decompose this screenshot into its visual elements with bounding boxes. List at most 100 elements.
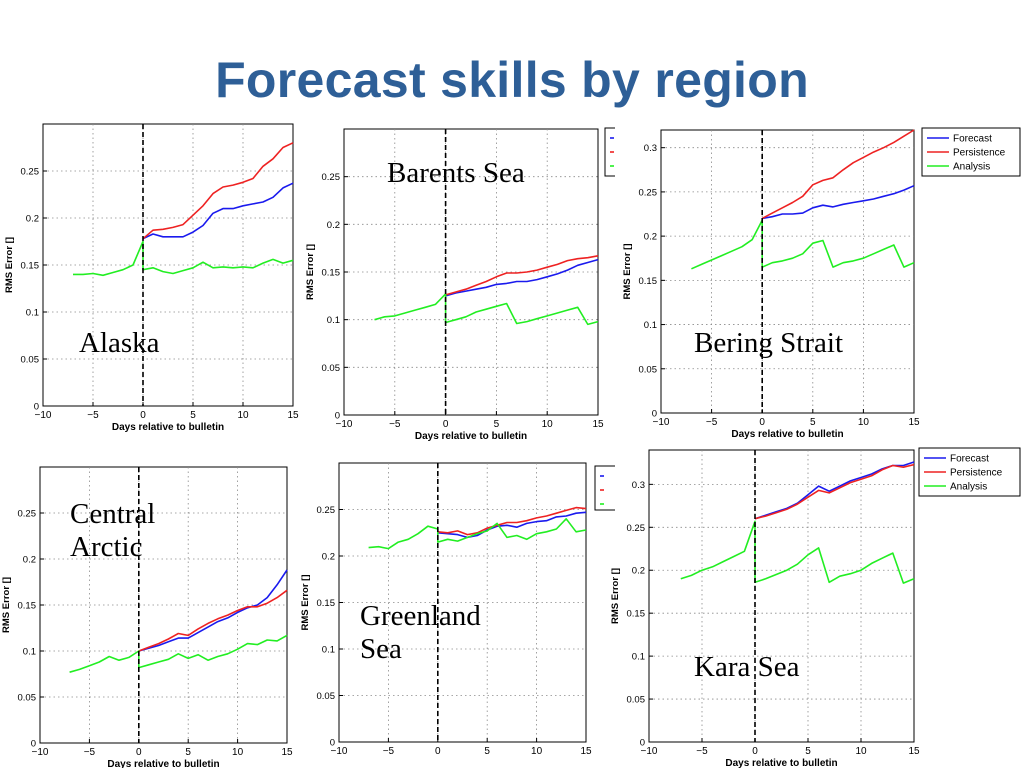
cropped-legend-box bbox=[594, 465, 615, 511]
plot-frame bbox=[648, 449, 915, 743]
x-tick-label: 15 bbox=[908, 417, 920, 428]
y-tick-label: 0 bbox=[34, 402, 39, 413]
y-tick-label: 0.05 bbox=[322, 363, 341, 374]
y-tick-label: 0.15 bbox=[18, 601, 37, 612]
y-tick-label: 0 bbox=[335, 411, 340, 422]
y-tick-label: 0.2 bbox=[23, 555, 36, 566]
y-axis-label: RMS Error [] bbox=[1, 577, 12, 633]
y-tick-label: 0.05 bbox=[21, 355, 40, 366]
y-tick-label: 0.15 bbox=[21, 261, 40, 272]
series-line-analysis bbox=[69, 634, 288, 673]
x-tick-label: 0 bbox=[759, 417, 765, 428]
legend-label-analysis: Analysis bbox=[953, 162, 990, 173]
region-label-line: Greenland bbox=[360, 600, 481, 632]
series-line-forecast bbox=[437, 511, 587, 539]
x-tick-label: −10 bbox=[32, 747, 49, 758]
region-label-line: Bering Strait bbox=[694, 327, 844, 359]
y-tick-label: 0.15 bbox=[627, 609, 646, 620]
x-tick-label: 0 bbox=[140, 410, 146, 421]
region-label-kara-sea: Kara Sea bbox=[694, 651, 799, 684]
x-tick-label: −10 bbox=[35, 410, 52, 421]
y-axis-label: RMS Error [] bbox=[4, 237, 15, 293]
y-tick-label: 0.2 bbox=[644, 232, 657, 243]
x-tick-label: −5 bbox=[383, 746, 395, 756]
y-tick-label: 0.15 bbox=[317, 598, 336, 609]
y-tick-label: 0.2 bbox=[327, 220, 340, 231]
chart-panel-kara-sea: −10 −5 0 5 10 15 0 0.05 0.1 0.15 0.2 0.25 0.3 Days re… bbox=[606, 444, 1024, 768]
x-tick-label: −5 bbox=[706, 417, 718, 428]
x-tick-label: 0 bbox=[136, 747, 142, 758]
y-tick-label: 0.15 bbox=[639, 276, 658, 287]
region-label-bering-strait: Bering Strait bbox=[694, 327, 843, 360]
series-line-persistence bbox=[445, 255, 599, 296]
plot-frame bbox=[660, 129, 915, 414]
series-line-forecast bbox=[445, 258, 599, 297]
y-tick-label: 0.2 bbox=[322, 552, 335, 563]
series-line-analysis bbox=[73, 240, 294, 277]
chart-legend: Forecast Persistence Analysis bbox=[921, 127, 1021, 177]
y-tick-label: 0.15 bbox=[322, 268, 341, 279]
x-tick-label: 10 bbox=[237, 410, 249, 421]
x-axis-label: Days relative to bulletin bbox=[107, 759, 219, 768]
series-line-analysis bbox=[368, 518, 587, 550]
x-tick-label: −10 bbox=[331, 746, 348, 756]
y-tick-label: 0.05 bbox=[639, 364, 658, 375]
region-label-central-arctic: Central Arctic bbox=[70, 498, 155, 564]
x-tick-label: −5 bbox=[87, 410, 99, 421]
y-tick-label: 0.1 bbox=[644, 320, 657, 331]
series-line-persistence bbox=[142, 142, 294, 240]
y-axis-label: RMS Error [] bbox=[610, 568, 621, 624]
x-axis-label: Days relative to bulletin bbox=[112, 422, 224, 433]
x-tick-label: 5 bbox=[484, 746, 490, 756]
x-tick-label: 5 bbox=[810, 417, 816, 428]
x-axis-label: Days relative to bulletin bbox=[725, 758, 837, 768]
x-tick-label: 0 bbox=[435, 746, 441, 756]
legend-label-forecast: Forecast bbox=[950, 454, 989, 465]
y-tick-label: 0.3 bbox=[644, 143, 657, 154]
y-tick-label: 0.1 bbox=[23, 647, 36, 658]
x-tick-label: 10 bbox=[542, 419, 554, 430]
y-tick-label: 0 bbox=[652, 409, 657, 420]
x-tick-label: −10 bbox=[653, 417, 670, 428]
y-tick-label: 0 bbox=[640, 738, 645, 749]
chart-panel-bering-strait: −10 −5 0 5 10 15 0 0.05 0.1 0.15 0.2 0.25 0.3 Days re… bbox=[620, 124, 1024, 440]
x-tick-label: 10 bbox=[855, 746, 867, 757]
x-axis-label: Days relative to bulletin bbox=[731, 429, 843, 440]
chart-panel-alaska: −10 −5 0 5 10 15 0 0.05 0.1 0.15 0.2 0.25 Days relat… bbox=[0, 118, 304, 436]
x-tick-label: −5 bbox=[84, 747, 96, 758]
x-tick-label: 10 bbox=[531, 746, 543, 756]
x-axis-label: Days relative to bulletin bbox=[415, 431, 527, 442]
x-tick-label: 5 bbox=[185, 747, 191, 758]
x-tick-label: 10 bbox=[858, 417, 870, 428]
series-line-analysis bbox=[680, 520, 915, 584]
y-axis-label: RMS Error [] bbox=[300, 575, 311, 631]
legend-label-forecast: Forecast bbox=[953, 134, 992, 145]
chart-panel-barents-sea: −10 −5 0 5 10 15 0 0.05 0.1 0.15 0.2 0.25 Days relat… bbox=[299, 124, 615, 444]
series-line-forecast bbox=[762, 184, 915, 220]
x-tick-label: 15 bbox=[908, 746, 920, 757]
region-label-line: Sea bbox=[360, 633, 402, 665]
legend-label-persistence: Persistence bbox=[953, 148, 1006, 159]
chart-svg: −10 −5 0 5 10 15 0 0.05 0.1 0.15 0.2 0.25 0.3 Days re… bbox=[610, 447, 1021, 768]
y-axis-label: RMS Error [] bbox=[622, 244, 633, 300]
x-tick-label: 5 bbox=[190, 410, 196, 421]
x-tick-label: −5 bbox=[696, 746, 708, 757]
slide-title: Forecast skills by region bbox=[215, 52, 809, 108]
x-tick-label: 0 bbox=[752, 746, 758, 757]
y-tick-label: 0.05 bbox=[18, 693, 37, 704]
series-line-persistence bbox=[754, 463, 915, 520]
cropped-legend-fragment bbox=[594, 465, 615, 511]
series-line-persistence bbox=[761, 129, 915, 220]
cropped-legend-fragment bbox=[604, 127, 615, 177]
y-tick-label: 0.25 bbox=[317, 505, 336, 516]
y-tick-label: 0.2 bbox=[632, 566, 645, 577]
y-tick-label: 0.1 bbox=[327, 315, 340, 326]
y-tick-label: 0.25 bbox=[21, 167, 40, 178]
region-label-alaska: Alaska bbox=[79, 327, 160, 360]
x-tick-label: −5 bbox=[389, 419, 401, 430]
